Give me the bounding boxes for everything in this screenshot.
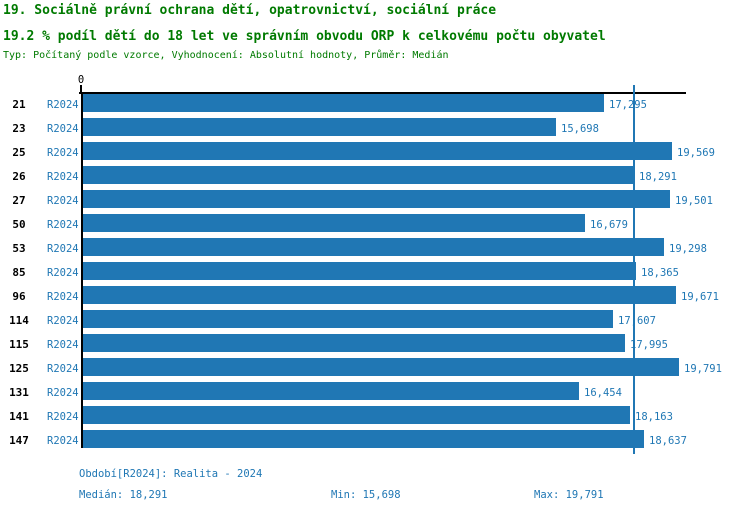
footer-period: Období[R2024]: Realita - 2024 [79, 468, 263, 480]
category-label: 115 [9, 338, 29, 351]
value-label: 15,698 [561, 123, 599, 135]
value-label: 17,607 [618, 315, 656, 327]
bar-row: 21 R2024 17,295 [0, 93, 750, 117]
series-label: R2024 [47, 411, 79, 423]
bar [83, 262, 636, 280]
category-label: 85 [12, 266, 26, 279]
series-label: R2024 [47, 291, 79, 303]
bar [83, 238, 664, 256]
bar-row: 114 R2024 17,607 [0, 309, 750, 333]
bar [83, 406, 630, 424]
category-label: 96 [12, 290, 26, 303]
category-label: 50 [12, 218, 26, 231]
value-label: 19,671 [681, 291, 719, 303]
y-axis-line [81, 92, 83, 448]
bar [83, 118, 556, 136]
category-label: 23 [12, 122, 26, 135]
bar-row: 141 R2024 18,163 [0, 405, 750, 429]
bar-row: 85 R2024 18,365 [0, 261, 750, 285]
bar-row: 27 R2024 19,501 [0, 189, 750, 213]
bar-row: 25 R2024 19,569 [0, 141, 750, 165]
series-label: R2024 [47, 99, 79, 111]
bar [83, 430, 644, 448]
value-label: 19,501 [675, 195, 713, 207]
bar-row: 147 R2024 18,637 [0, 429, 750, 453]
category-label: 125 [9, 362, 29, 375]
bar [83, 286, 676, 304]
bar [83, 94, 604, 112]
category-label: 53 [12, 242, 26, 255]
value-label: 19,298 [669, 243, 707, 255]
category-label: 27 [12, 194, 26, 207]
series-label: R2024 [47, 147, 79, 159]
bar [83, 382, 579, 400]
category-label: 25 [12, 146, 26, 159]
x-axis-zero-tick [80, 85, 82, 93]
footer-max: Max: 19,791 [534, 489, 604, 501]
bar-row: 125 R2024 19,791 [0, 357, 750, 381]
bar-row: 131 R2024 16,454 [0, 381, 750, 405]
bar [83, 358, 679, 376]
chart-meta-info: Typ: Počítaný podle vzorce, Vyhodnocení:… [3, 50, 449, 61]
category-label: 21 [12, 98, 26, 111]
bar-row: 115 R2024 17,995 [0, 333, 750, 357]
bar-row: 26 R2024 18,291 [0, 165, 750, 189]
series-label: R2024 [47, 387, 79, 399]
series-label: R2024 [47, 315, 79, 327]
series-label: R2024 [47, 267, 79, 279]
category-label: 141 [9, 410, 29, 423]
series-label: R2024 [47, 363, 79, 375]
chart-subtitle: 19.2 % podíl dětí do 18 let ve správním … [3, 29, 606, 44]
series-label: R2024 [47, 195, 79, 207]
value-label: 16,454 [584, 387, 622, 399]
series-label: R2024 [47, 123, 79, 135]
bar-row: 96 R2024 19,671 [0, 285, 750, 309]
category-label: 147 [9, 434, 29, 447]
x-axis-zero-label: 0 [77, 74, 85, 86]
category-label: 26 [12, 170, 26, 183]
series-label: R2024 [47, 243, 79, 255]
value-label: 18,365 [641, 267, 679, 279]
chart-title: 19. Sociálně právní ochrana dětí, opatro… [3, 3, 497, 18]
bar-row: 23 R2024 15,698 [0, 117, 750, 141]
value-label: 18,637 [649, 435, 687, 447]
footer-median: Medián: 18,291 [79, 489, 168, 501]
value-label: 19,569 [677, 147, 715, 159]
bar [83, 190, 670, 208]
series-label: R2024 [47, 171, 79, 183]
category-label: 114 [9, 314, 29, 327]
value-label: 19,791 [684, 363, 722, 375]
series-label: R2024 [47, 339, 79, 351]
series-label: R2024 [47, 219, 79, 231]
x-axis-line [79, 92, 686, 94]
bar-rows: 21 R2024 17,295 23 R2024 15,698 25 R2024… [0, 93, 750, 453]
bar [83, 310, 613, 328]
bar [83, 334, 625, 352]
value-label: 17,295 [609, 99, 647, 111]
value-label: 16,679 [590, 219, 628, 231]
category-label: 131 [9, 386, 29, 399]
bar [83, 142, 672, 160]
bar [83, 214, 585, 232]
bar [83, 166, 634, 184]
value-label: 18,163 [635, 411, 673, 423]
value-label: 18,291 [639, 171, 677, 183]
bar-row: 50 R2024 16,679 [0, 213, 750, 237]
series-label: R2024 [47, 435, 79, 447]
bar-row: 53 R2024 19,298 [0, 237, 750, 261]
value-label: 17,995 [630, 339, 668, 351]
footer-min: Min: 15,698 [331, 489, 401, 501]
